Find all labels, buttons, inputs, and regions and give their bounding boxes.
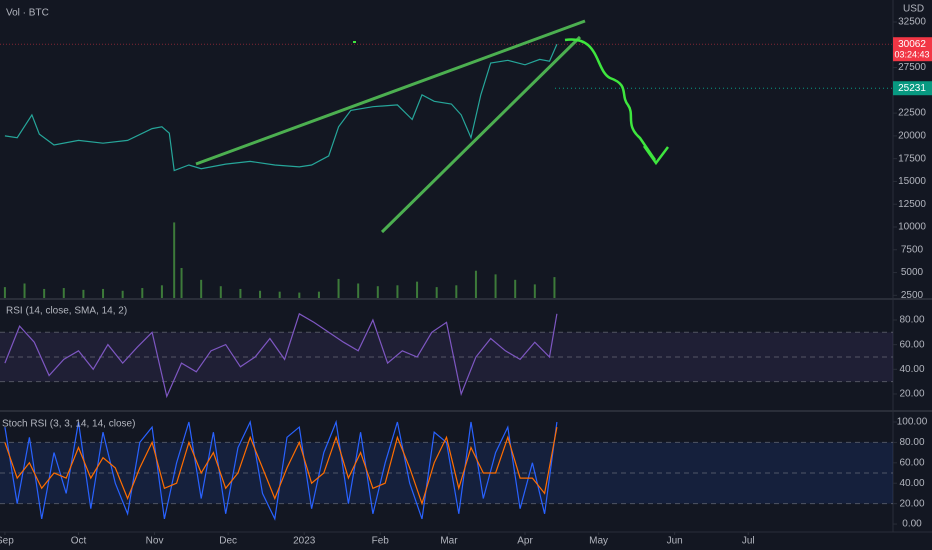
volume-bar (494, 274, 497, 298)
y-tick-label: 15000 (898, 176, 926, 187)
y-tick-label: 40.00 (899, 478, 924, 489)
trend-line (195, 19, 586, 166)
volume-bar (474, 270, 477, 298)
volume-bar (396, 285, 399, 298)
y-tick-label: 12500 (898, 199, 926, 210)
axis-unit: USD (903, 4, 924, 15)
volume-bar (435, 287, 438, 298)
volume-bar (376, 286, 379, 298)
volume-bar (416, 281, 419, 298)
y-tick-label: 60.00 (899, 457, 924, 468)
forecast-arrow (564, 38, 657, 161)
x-tick-label: Jul (742, 536, 755, 547)
pane-title: Stoch RSI (3, 3, 14, 14, close) (2, 419, 135, 430)
x-tick-label: Oct (71, 536, 87, 547)
x-tick-label: Sep (0, 536, 14, 547)
y-tick-label: 20.00 (899, 498, 924, 509)
volume-bar (357, 283, 360, 298)
volume-bar (43, 288, 46, 298)
y-tick-label: 100.00 (897, 417, 928, 428)
level-label: 25231 (898, 83, 926, 94)
volume-bar (259, 290, 262, 298)
countdown-label: 03:24:43 (894, 50, 929, 60)
volume-bar (82, 289, 85, 298)
y-tick-label: 2500 (901, 290, 924, 301)
pane-title: RSI (14, close, SMA, 14, 2) (6, 306, 127, 317)
volume-bar (180, 267, 183, 298)
volume-bar (337, 278, 340, 298)
x-tick-label: Jun (667, 536, 683, 547)
y-tick-label: 5000 (901, 267, 924, 278)
volume-bar (317, 291, 320, 298)
x-tick-label: Mar (440, 536, 458, 547)
series-line (4, 426, 558, 506)
volume-bar (121, 290, 124, 298)
volume-bar (533, 284, 536, 298)
volume-bar (173, 222, 176, 298)
trend-line (380, 35, 582, 234)
pane-title: Vol · BTC (6, 8, 49, 19)
y-tick-label: 80.00 (899, 315, 924, 326)
volume-bar (62, 288, 65, 298)
level-tag (893, 81, 932, 96)
last-price-tag (893, 37, 932, 62)
y-tick-label: 80.00 (899, 437, 924, 448)
volume-bar (219, 286, 222, 298)
volume-bar (239, 288, 242, 298)
y-tick-label: 20000 (898, 131, 926, 142)
y-tick-label: 40.00 (899, 364, 924, 375)
y-tick-label: 22500 (898, 108, 926, 119)
y-tick-label: 60.00 (899, 339, 924, 350)
y-tick-label: 20.00 (899, 389, 924, 400)
y-tick-label: 32500 (898, 17, 926, 28)
volume-bar (23, 283, 26, 298)
x-tick-label: Feb (372, 536, 390, 547)
forecast-arrow-head (642, 145, 669, 166)
last-price-label: 30062 (898, 39, 926, 50)
volume-bar (102, 288, 105, 298)
volume-bar (200, 279, 203, 298)
y-tick-label: 10000 (898, 222, 926, 233)
volume-bar (553, 277, 556, 298)
volume-bar (3, 287, 6, 298)
volume-bar (455, 285, 458, 298)
series-line (4, 43, 558, 172)
volume-bar (141, 288, 144, 298)
y-tick-label: 27500 (898, 62, 926, 73)
x-tick-label: Apr (517, 536, 533, 547)
series-line (4, 312, 558, 399)
volume-bar (160, 285, 163, 298)
x-tick-label: Nov (146, 536, 164, 547)
y-tick-label: 0.00 (902, 519, 922, 530)
volume-bar (298, 292, 301, 298)
x-tick-label: 2023 (293, 536, 316, 547)
plot-layer: 32500 27500 22500 20000 17500 15000 12500 10000… (0, 17, 932, 547)
x-tick-label: May (589, 536, 608, 547)
y-tick-label: 17500 (898, 153, 926, 164)
volume-bar (278, 291, 281, 298)
y-tick-label: 7500 (901, 244, 924, 255)
volume-bar (514, 279, 517, 298)
x-tick-label: Dec (219, 536, 237, 547)
